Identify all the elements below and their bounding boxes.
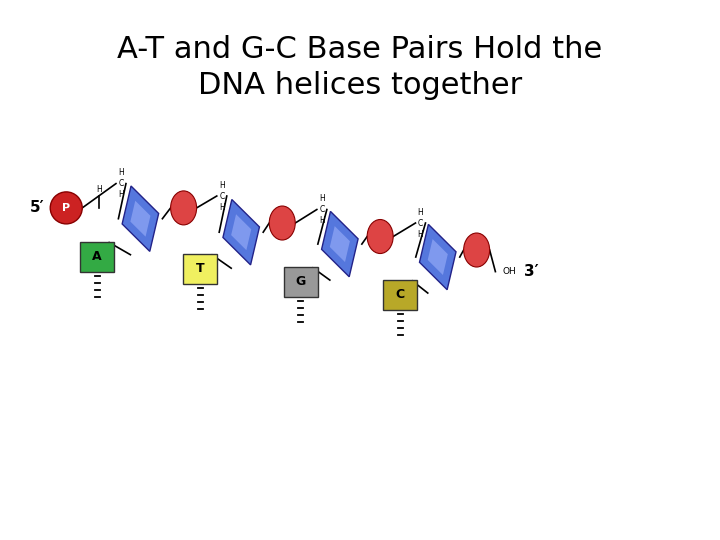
FancyBboxPatch shape	[183, 254, 217, 284]
Text: H: H	[118, 168, 124, 177]
Polygon shape	[122, 186, 158, 252]
Text: H: H	[319, 194, 325, 203]
Text: A-T and G-C Base Pairs Hold the
DNA helices together: A-T and G-C Base Pairs Hold the DNA heli…	[117, 35, 603, 100]
Text: OH: OH	[503, 267, 516, 276]
Text: T: T	[196, 262, 204, 275]
Text: H: H	[118, 190, 124, 199]
FancyBboxPatch shape	[80, 241, 114, 272]
Ellipse shape	[171, 191, 197, 225]
FancyBboxPatch shape	[383, 280, 418, 310]
Text: A: A	[92, 250, 102, 263]
FancyBboxPatch shape	[284, 267, 318, 297]
Text: C: C	[118, 179, 124, 188]
Polygon shape	[330, 226, 350, 262]
Polygon shape	[420, 224, 456, 290]
Ellipse shape	[367, 220, 393, 253]
Text: H: H	[219, 202, 225, 212]
Polygon shape	[231, 214, 251, 250]
Circle shape	[50, 192, 82, 224]
Text: H: H	[418, 230, 423, 239]
Text: 5′: 5′	[30, 200, 44, 215]
Text: C: C	[219, 192, 225, 200]
Polygon shape	[322, 211, 358, 277]
Text: C: C	[418, 219, 423, 227]
Polygon shape	[223, 199, 259, 265]
Text: H: H	[418, 207, 423, 217]
Text: C: C	[396, 288, 405, 301]
Text: G: G	[296, 275, 306, 288]
Text: H: H	[96, 185, 102, 194]
Polygon shape	[130, 201, 150, 237]
Polygon shape	[428, 239, 448, 275]
Ellipse shape	[269, 206, 295, 240]
Ellipse shape	[464, 233, 490, 267]
Text: H: H	[219, 180, 225, 190]
Text: H: H	[319, 216, 325, 225]
Text: 3′: 3′	[524, 264, 539, 279]
Text: P: P	[62, 203, 71, 213]
Text: C: C	[319, 205, 325, 214]
